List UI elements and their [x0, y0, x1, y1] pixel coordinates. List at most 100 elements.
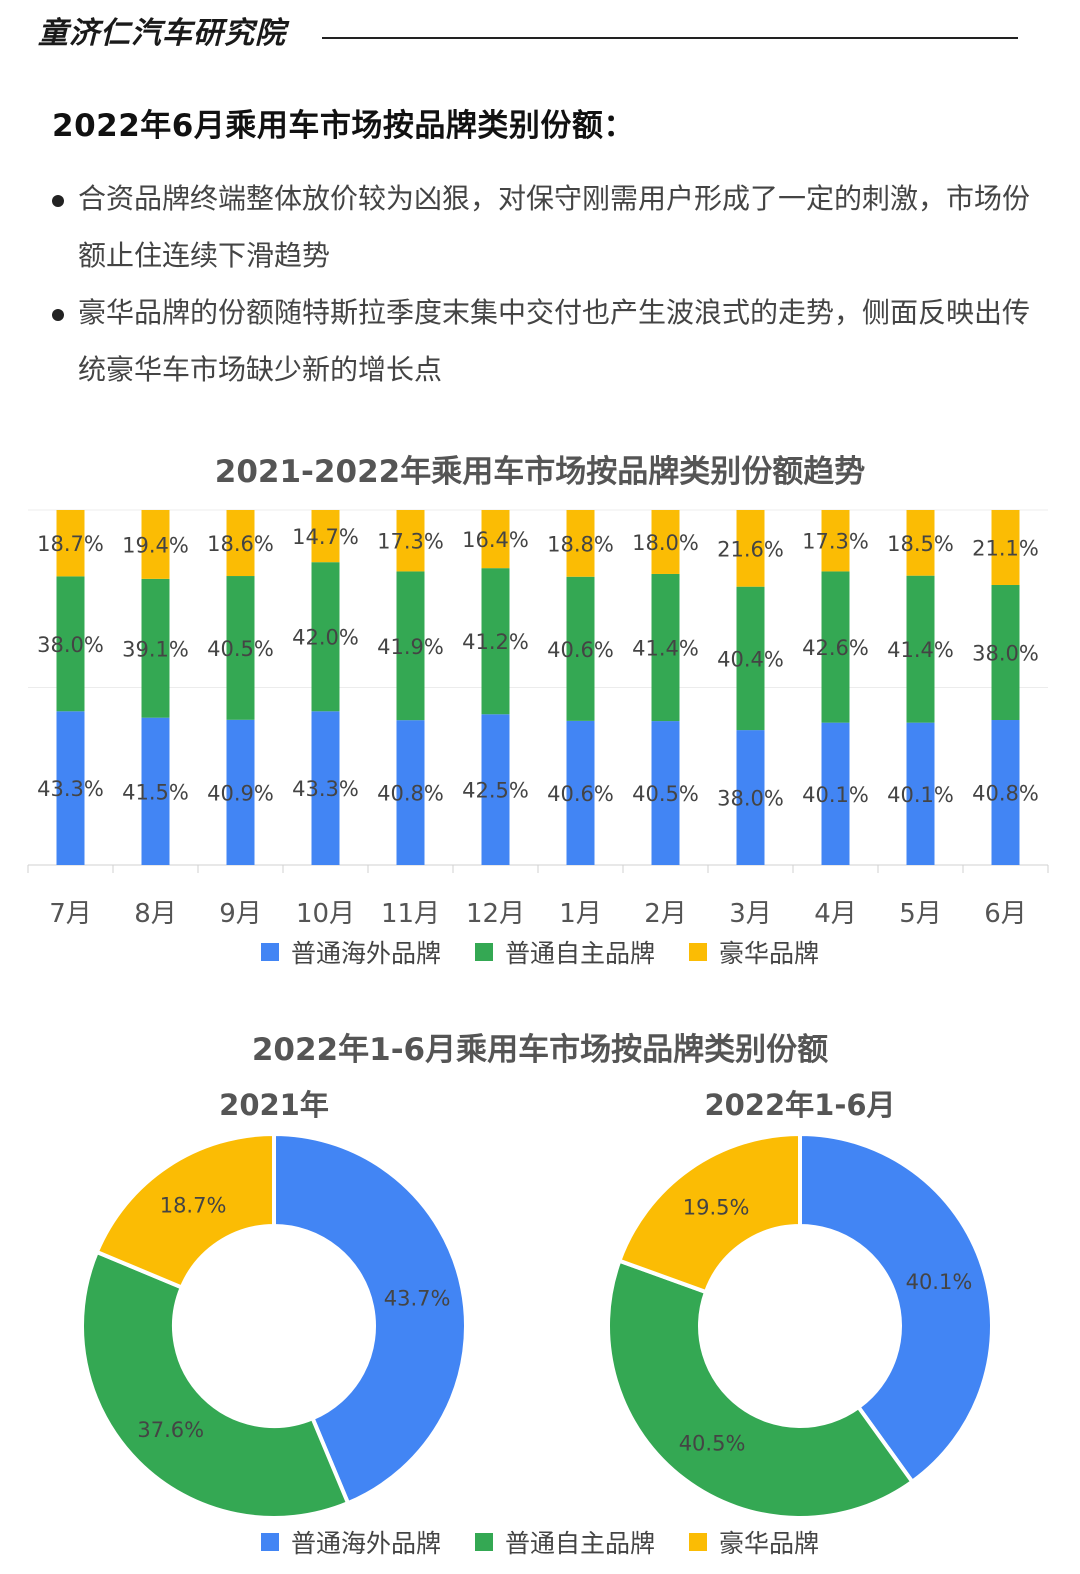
bar-segment-overseas [396, 720, 425, 865]
x-tick-label: 12月 [466, 899, 525, 929]
legend-item-overseas: 普通海外品牌 [260, 1524, 441, 1560]
bullet-text: 豪华品牌的份额随特斯拉季度末集中交付也产生波浪式的走势，侧面反映出传统豪华车市场… [78, 296, 1031, 386]
bar-segment-luxury [141, 510, 170, 579]
data-label: 40.9% [207, 781, 274, 805]
brand-title: 童济仁汽车研究院 [38, 16, 286, 51]
legend-item-overseas: 普通海外品牌 [260, 934, 441, 970]
bar-segment-overseas [736, 730, 765, 865]
data-label: 40.8% [377, 782, 444, 806]
bar-segment-domestic [226, 576, 255, 720]
bar-segment-luxury [396, 510, 425, 572]
data-label: 18.0% [632, 531, 699, 555]
bar-segment-domestic [56, 576, 85, 712]
donut-data-label: 40.1% [906, 1270, 973, 1294]
data-label: 43.3% [292, 777, 359, 801]
bar-segment-domestic [736, 586, 765, 731]
legend-label: 普通自主品牌 [504, 939, 655, 968]
donut-slice-luxury [94, 1131, 276, 1291]
legend-swatch-domestic [474, 943, 493, 961]
bar-segment-overseas [821, 722, 850, 865]
donut-slice-overseas [272, 1131, 468, 1506]
data-label: 18.6% [207, 532, 274, 556]
x-tick-label: 3月 [729, 899, 772, 929]
data-label: 17.3% [377, 530, 444, 554]
data-label: 18.7% [37, 532, 104, 556]
bar-segment-overseas [991, 720, 1020, 865]
data-label: 18.8% [547, 532, 614, 556]
legend-swatch-domestic [474, 1533, 493, 1551]
data-label: 38.0% [717, 787, 784, 811]
bar-segment-luxury [821, 510, 850, 572]
x-tick-label: 2月 [644, 899, 687, 929]
data-label: 40.1% [887, 783, 954, 807]
bar-segment-luxury [481, 510, 510, 569]
data-label: 38.0% [37, 633, 104, 657]
bar-segment-domestic [651, 573, 680, 722]
data-label: 41.5% [122, 780, 189, 804]
donut-data-label: 43.7% [384, 1286, 451, 1310]
x-tick-label: 1月 [559, 899, 602, 929]
data-label: 21.1% [972, 536, 1039, 560]
data-label: 38.0% [972, 641, 1039, 665]
bullet-item: 豪华品牌的份额随特斯拉季度末集中交付也产生波浪式的走势，侧面反映出传统豪华车市场… [50, 284, 1050, 398]
data-label: 40.5% [632, 782, 699, 806]
data-label: 40.6% [547, 638, 614, 662]
page-heading: 2022年6月乘用车市场按品牌类别份额： [52, 108, 635, 144]
data-label: 19.4% [122, 533, 189, 557]
bar-segment-domestic [566, 576, 595, 721]
bar-segment-overseas [906, 722, 935, 865]
legend-swatch-overseas [260, 1533, 279, 1551]
data-label: 41.9% [377, 635, 444, 659]
bar-segment-overseas [141, 717, 170, 865]
legend-item-domestic: 普通自主品牌 [474, 1524, 655, 1560]
legend-label: 豪华品牌 [719, 939, 820, 968]
bar-segment-domestic [396, 571, 425, 721]
legend-item-domestic: 普通自主品牌 [474, 934, 655, 970]
data-label: 43.3% [37, 777, 104, 801]
x-tick-label: 7月 [49, 899, 92, 929]
data-label: 42.6% [802, 636, 869, 660]
legend-label: 豪华品牌 [719, 1529, 820, 1558]
donut-data-label: 37.6% [137, 1418, 204, 1442]
data-label: 41.2% [462, 630, 529, 654]
x-tick-label: 4月 [814, 899, 857, 929]
data-label: 40.4% [717, 647, 784, 671]
x-tick-label: 8月 [134, 899, 177, 929]
donut-slice-luxury [616, 1131, 802, 1295]
data-label: 40.5% [207, 637, 274, 661]
bullet-list: 合资品牌终端整体放价较为凶狠，对保守刚需用户形成了一定的刺激，市场份额止住连续下… [50, 170, 1050, 398]
donut-data-label: 18.7% [160, 1193, 227, 1217]
bar-chart-legend: 普通海外品牌 普通自主品牌 豪华品牌 [0, 934, 1080, 970]
data-label: 17.3% [802, 530, 869, 554]
bullet-item: 合资品牌终端整体放价较为凶狠，对保守刚需用户形成了一定的刺激，市场份额止住连续下… [50, 170, 1050, 284]
donut-section-title: 2022年1-6月乘用车市场按品牌类别份额 [251, 1032, 829, 1068]
data-label: 40.6% [547, 782, 614, 806]
donut-chart-legend: 普通海外品牌 普通自主品牌 豪华品牌 [0, 1524, 1080, 1560]
legend-swatch-luxury [689, 1533, 707, 1551]
legend-label: 普通自主品牌 [504, 1529, 655, 1558]
data-label: 18.5% [887, 532, 954, 556]
bar-segment-overseas [481, 714, 510, 865]
legend-swatch-luxury [689, 943, 707, 961]
data-label: 39.1% [122, 637, 189, 661]
bar-segment-overseas [226, 719, 255, 865]
bar-segment-luxury [566, 510, 595, 577]
data-label: 41.4% [887, 638, 954, 662]
bar-segment-luxury [56, 510, 85, 577]
bar-segment-luxury [311, 510, 340, 563]
bar-segment-overseas [311, 711, 340, 865]
data-label: 40.8% [972, 782, 1039, 806]
bar-segment-domestic [141, 578, 170, 718]
x-tick-label: 6月 [984, 899, 1027, 929]
data-label: 21.6% [717, 537, 784, 561]
data-label: 16.4% [462, 528, 529, 552]
bullet-dot-icon [52, 195, 64, 207]
donut-chart-2022: 40.1% 40.5% 19.5% [606, 1131, 994, 1520]
bar-segment-luxury [226, 510, 255, 577]
legend-item-luxury: 豪华品牌 [689, 1524, 819, 1560]
data-label: 14.7% [292, 525, 359, 549]
x-tick-label: 11月 [381, 899, 440, 929]
stacked-bar-chart: 43.3% 38.0% 18.7% 7月 41.5% 39.1% 19.4% 8月 40.9% 4… [27, 509, 1049, 929]
x-tick-label: 5月 [899, 899, 942, 929]
bar-segment-luxury [991, 510, 1020, 585]
